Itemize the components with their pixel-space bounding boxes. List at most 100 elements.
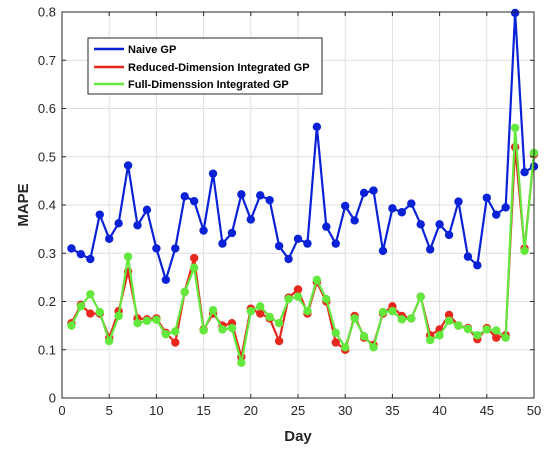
data-point (227, 228, 237, 238)
data-point (369, 186, 378, 195)
y-tick-label: 0.4 (38, 198, 56, 213)
data-point (331, 328, 340, 338)
data-point (274, 319, 284, 328)
data-point (142, 316, 152, 325)
data-point (492, 333, 501, 342)
data-point (331, 239, 340, 248)
data-point (322, 294, 331, 304)
data-point (303, 239, 312, 248)
legend-label-naive-gp: Naive GP (128, 44, 176, 56)
data-point (133, 319, 142, 328)
data-point (180, 287, 189, 297)
legend-entry-full-dimension: Full-Dimenssion Integrated GP (94, 79, 289, 91)
series-1 (67, 8, 539, 284)
data-point (463, 252, 473, 261)
data-point (501, 333, 510, 342)
data-point (218, 325, 227, 334)
data-point (256, 191, 265, 200)
data-point (152, 244, 161, 253)
data-point (454, 321, 463, 330)
data-point (161, 275, 171, 284)
y-tick-label: 0 (49, 391, 56, 406)
data-point (435, 220, 444, 229)
x-tick-label: 0 (58, 403, 65, 418)
data-point (142, 205, 152, 215)
data-point (520, 167, 529, 177)
data-point (388, 306, 397, 316)
data-point (114, 219, 123, 228)
data-point (463, 324, 473, 334)
data-point (265, 312, 274, 322)
data-point (237, 190, 246, 199)
data-point (435, 331, 444, 340)
data-point (274, 336, 284, 346)
data-point (67, 321, 76, 330)
data-point (246, 215, 255, 224)
data-point (350, 216, 359, 225)
x-tick-label: 40 (432, 403, 446, 418)
x-tick-label: 35 (385, 403, 399, 418)
x-tick-label: 5 (106, 403, 113, 418)
data-point (331, 338, 340, 347)
data-point (189, 196, 199, 206)
data-point (284, 254, 293, 264)
data-point (322, 222, 331, 231)
data-point (359, 332, 369, 341)
data-point (86, 290, 95, 299)
y-tick-label: 0.2 (38, 294, 56, 309)
data-point (303, 306, 312, 316)
series-line-1 (70, 11, 535, 281)
data-point (265, 195, 274, 205)
x-tick-label: 30 (338, 403, 352, 418)
data-point (312, 122, 322, 132)
data-point (199, 226, 208, 235)
data-point (256, 309, 265, 318)
data-point (350, 314, 359, 323)
data-point (227, 323, 237, 333)
y-tick-label: 0.6 (38, 101, 56, 116)
data-point (312, 275, 322, 284)
data-point (425, 335, 435, 345)
data-point (492, 210, 501, 219)
data-point (189, 263, 199, 272)
data-point (208, 305, 218, 315)
data-point (482, 193, 491, 202)
series-3 (67, 123, 539, 367)
data-point (95, 307, 104, 317)
data-point (180, 192, 189, 201)
data-point (114, 311, 123, 321)
data-point (510, 8, 520, 18)
y-tick-label: 0.5 (38, 149, 56, 164)
data-point (105, 234, 114, 243)
data-point (397, 315, 407, 324)
data-point (293, 234, 303, 243)
data-point (133, 221, 142, 230)
x-tick-label: 20 (244, 403, 258, 418)
y-tick-label: 0.3 (38, 246, 56, 261)
x-tick-label: 25 (291, 403, 305, 418)
data-point (95, 210, 104, 219)
data-point (256, 302, 265, 311)
data-point (369, 343, 378, 352)
data-point (208, 169, 218, 178)
data-point (341, 201, 350, 211)
data-point (123, 161, 133, 170)
data-point (189, 253, 199, 263)
data-point (76, 250, 86, 259)
x-axis-label: Day (284, 428, 312, 445)
data-point (454, 197, 463, 206)
y-tick-label: 0.7 (38, 53, 56, 68)
legend-label-reduced-dimension: Reduced-Dimension Integrated GP (128, 62, 310, 74)
y-tick-label: 0.1 (38, 342, 56, 357)
data-point (388, 204, 397, 213)
data-point (293, 292, 303, 301)
data-point (425, 245, 435, 254)
data-point (67, 244, 76, 253)
data-point (341, 343, 350, 352)
data-point (416, 220, 425, 229)
data-point (171, 244, 180, 253)
data-point (416, 292, 425, 301)
data-point (246, 306, 255, 316)
